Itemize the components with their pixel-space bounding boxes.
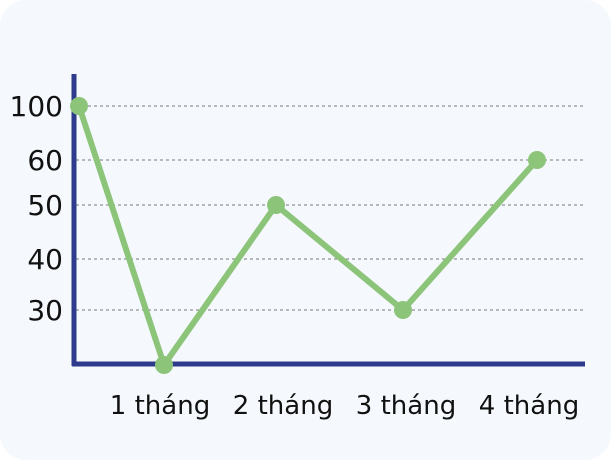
x-axis-labels: 1 tháng 2 tháng 3 tháng 4 tháng (110, 391, 579, 421)
data-point (394, 301, 412, 319)
data-point (267, 196, 285, 214)
grid-lines (76, 105, 585, 311)
series-line (76, 103, 540, 368)
y-tick-label: 60 (27, 144, 63, 177)
y-tick-label: 30 (27, 294, 63, 327)
y-tick-label: 50 (27, 189, 63, 222)
series (70, 97, 546, 374)
x-tick-label: 3 tháng (356, 391, 456, 421)
data-point (70, 97, 88, 115)
data-point (528, 151, 546, 169)
x-tick-label: 1 tháng (110, 391, 210, 421)
y-tick-label: 100 (10, 90, 63, 123)
x-tick-label: 2 tháng (233, 391, 333, 421)
y-tick-label: 40 (27, 243, 63, 276)
y-axis-ticks: 100 60 50 40 30 (10, 90, 63, 327)
x-tick-label: 4 tháng (479, 391, 579, 421)
data-point (155, 356, 173, 374)
